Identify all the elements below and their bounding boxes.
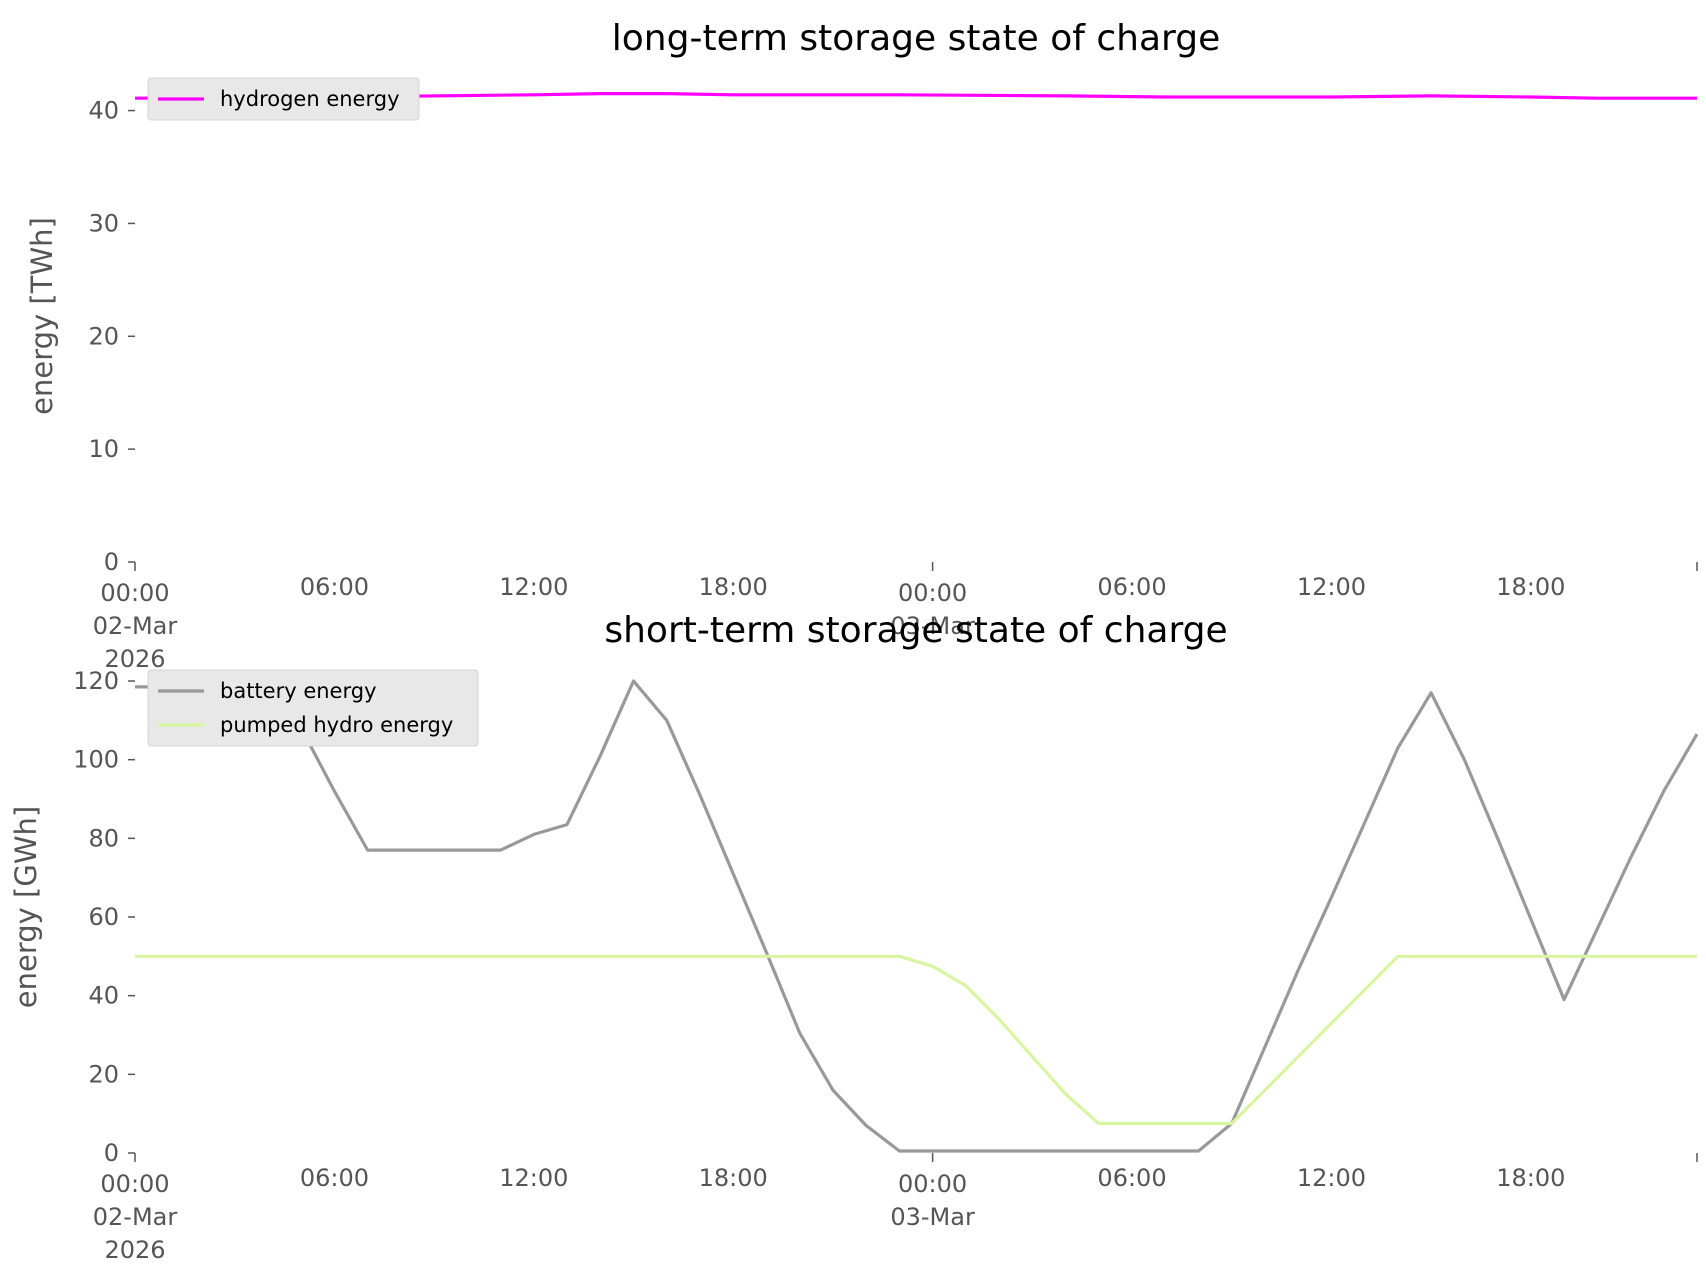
chart-1-y-tick-label: 20 bbox=[88, 322, 119, 350]
chart-1-series-hydrogen-energy bbox=[134, 91, 1697, 100]
chart-2-x-tick-label: 12:00 bbox=[499, 1164, 568, 1192]
chart-2-x-tick-label: 18:00 bbox=[1496, 1164, 1565, 1192]
chart-2-series-battery-energy bbox=[135, 679, 1699, 1153]
chart-1-x-tick-label: 18:00 bbox=[699, 573, 768, 601]
chart-2-y-tick-label: 40 bbox=[88, 982, 119, 1010]
chart-1-legend-box bbox=[147, 77, 420, 121]
chart-2-title: short-term storage state of charge bbox=[604, 610, 1227, 651]
chart-2-y-tick-label: 20 bbox=[88, 1060, 119, 1088]
chart-1-legend-label: hydrogen energy bbox=[220, 87, 400, 111]
chart-2-x-tick-label: 06:00 bbox=[300, 1164, 369, 1192]
chart-1-x-tick-label: 12:00 bbox=[499, 573, 568, 601]
chart-2-y-axis-label: energy [GWh] bbox=[9, 806, 43, 1008]
chart-1-x-tick-label: 12:00 bbox=[1297, 573, 1366, 601]
chart-2-x-tick-label: 06:00 bbox=[1097, 1164, 1166, 1192]
chart-2-series-pumped-hydro-energy bbox=[135, 954, 1697, 1126]
chart-2-y-tick-label: 60 bbox=[88, 903, 119, 931]
chart-1-y-tick-label: 30 bbox=[88, 209, 119, 237]
chart-1-y-tick-label: 0 bbox=[104, 548, 119, 576]
chart-1-x-tick-label: 00:00 bbox=[100, 579, 169, 607]
chart-2-x-tick-label: 18:00 bbox=[699, 1164, 768, 1192]
chart-1-x-tick-label: 02-Mar bbox=[93, 612, 178, 640]
chart-1-x-tick-label: 06:00 bbox=[1097, 573, 1166, 601]
chart-2-legend-box bbox=[147, 669, 479, 747]
chart-2-x-tick-label: 00:00 bbox=[898, 1170, 967, 1198]
chart-2-x-tick-label: 2026 bbox=[104, 1236, 165, 1264]
chart-2-y-tick-label: 0 bbox=[104, 1139, 119, 1167]
chart-2-y-tick-label: 120 bbox=[73, 667, 119, 695]
chart-2-y-tick-label: 80 bbox=[88, 824, 119, 852]
chart-1-y-tick-label: 10 bbox=[88, 435, 119, 463]
chart-1-x-tick-label: 2026 bbox=[104, 645, 165, 673]
chart-1-x-tick-label: 06:00 bbox=[300, 573, 369, 601]
chart-1-x-tick-label: 18:00 bbox=[1496, 573, 1565, 601]
chart-1-x-tick-label: 03-Mar bbox=[890, 612, 975, 640]
chart-1-y-tick-label: 40 bbox=[88, 97, 119, 125]
chart-2-legend-label: pumped hydro energy bbox=[220, 713, 453, 737]
chart-2-legend-label: battery energy bbox=[220, 679, 377, 703]
chart-1-x-tick-label: 00:00 bbox=[898, 579, 967, 607]
chart-2-x-tick-label: 02-Mar bbox=[93, 1203, 178, 1231]
chart-2-x-tick-label: 00:00 bbox=[100, 1170, 169, 1198]
chart-2-x-tick-label: 12:00 bbox=[1297, 1164, 1366, 1192]
chart-2-y-tick-label: 100 bbox=[73, 746, 119, 774]
chart-1-y-axis-label: energy [TWh] bbox=[25, 217, 59, 415]
chart-2-x-tick-label: 03-Mar bbox=[890, 1203, 975, 1231]
chart-1-title: long-term storage state of charge bbox=[612, 18, 1220, 59]
